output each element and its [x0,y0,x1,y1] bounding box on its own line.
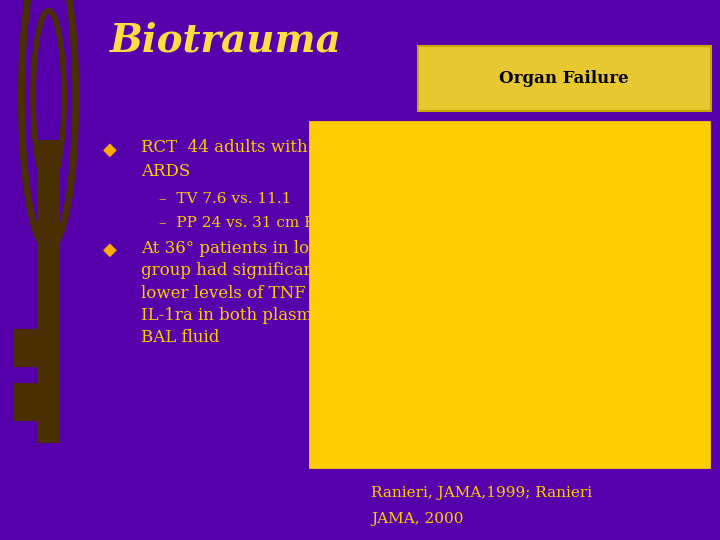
Bar [14,329,37,367]
Text: RCT  44 adults with
ARDS: RCT 44 adults with ARDS [141,139,307,180]
Bar [546,349,600,437]
Text: –  TV 7.6 vs. 11.1: – TV 7.6 vs. 11.1 [160,192,292,206]
Text: –  PP 24 vs. 31 cm H₂O: – PP 24 vs. 31 cm H₂O [160,216,337,230]
Bar [380,371,433,437]
FancyBboxPatch shape [418,46,711,111]
Bar [14,383,37,421]
Text: ◆: ◆ [104,140,117,158]
Bar [433,158,487,437]
Bar [600,375,653,437]
Text: Organ Failure: Organ Failure [500,70,629,87]
Text: Biotrauma: Biotrauma [109,22,341,59]
Text: ◆: ◆ [104,240,117,258]
Text: At 36° patients in low TV
group had significantly
lower levels of TNF and
IL-1ra: At 36° patients in low TV group had sign… [141,240,359,346]
Text: JAMA, 2000: JAMA, 2000 [372,512,464,526]
Legend: Entry, 3-4 days: Entry, 3-4 days [592,150,685,194]
Text: Ranieri, JAMA,1999; Ranieri: Ranieri, JAMA,1999; Ranieri [372,485,593,500]
Bar [37,140,60,443]
